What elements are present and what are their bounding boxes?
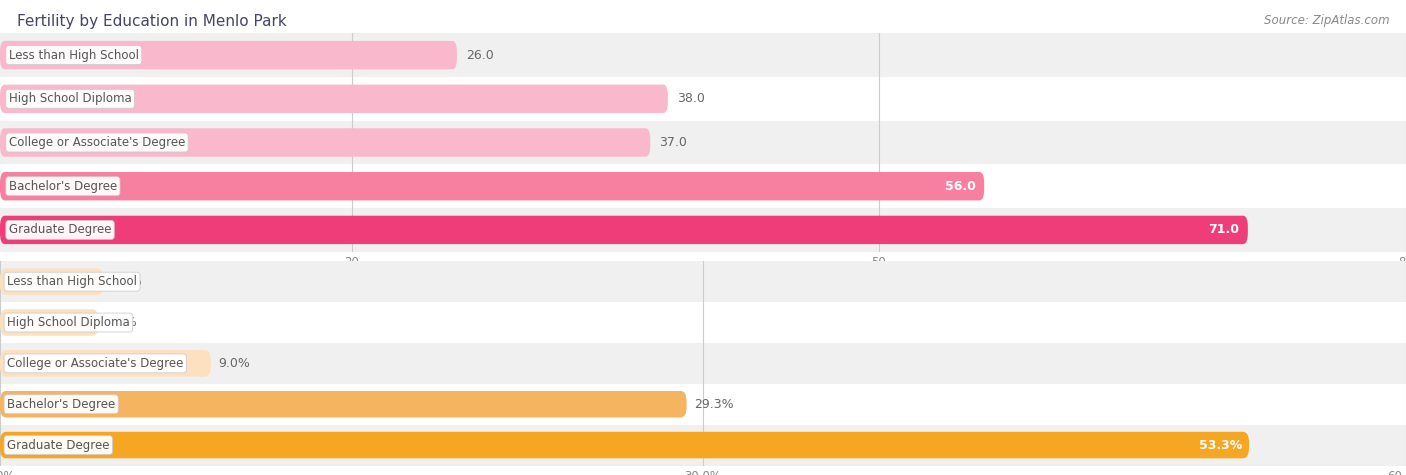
FancyBboxPatch shape: [0, 391, 686, 418]
Bar: [0, 121, 1406, 164]
Text: 29.3%: 29.3%: [693, 398, 734, 411]
Text: 71.0: 71.0: [1208, 223, 1239, 237]
FancyBboxPatch shape: [0, 172, 984, 200]
FancyBboxPatch shape: [0, 309, 98, 336]
Bar: [0, 302, 1406, 343]
Bar: [0, 208, 1406, 252]
Text: 37.0: 37.0: [659, 136, 688, 149]
FancyBboxPatch shape: [0, 268, 103, 295]
Text: Less than High School: Less than High School: [7, 275, 136, 288]
Bar: [0, 77, 1406, 121]
Text: 53.3%: 53.3%: [1199, 438, 1241, 452]
Bar: [0, 164, 1406, 208]
FancyBboxPatch shape: [0, 432, 1249, 458]
FancyBboxPatch shape: [0, 216, 1249, 244]
FancyBboxPatch shape: [0, 350, 211, 377]
FancyBboxPatch shape: [0, 85, 668, 113]
FancyBboxPatch shape: [0, 128, 650, 157]
Text: 56.0: 56.0: [945, 180, 976, 193]
Text: College or Associate's Degree: College or Associate's Degree: [7, 357, 183, 370]
Text: 38.0: 38.0: [676, 92, 704, 105]
Bar: [0, 425, 1406, 466]
Text: 9.0%: 9.0%: [218, 357, 250, 370]
Text: Source: ZipAtlas.com: Source: ZipAtlas.com: [1264, 14, 1389, 27]
Bar: [0, 33, 1406, 77]
Text: High School Diploma: High School Diploma: [7, 316, 129, 329]
Text: Graduate Degree: Graduate Degree: [8, 223, 111, 237]
Bar: [0, 384, 1406, 425]
Text: College or Associate's Degree: College or Associate's Degree: [8, 136, 186, 149]
Text: Bachelor's Degree: Bachelor's Degree: [7, 398, 115, 411]
Bar: [0, 343, 1406, 384]
Text: 26.0: 26.0: [465, 48, 494, 62]
Bar: [0, 261, 1406, 302]
Text: 4.2%: 4.2%: [105, 316, 138, 329]
FancyBboxPatch shape: [0, 41, 457, 69]
Text: 4.4%: 4.4%: [110, 275, 142, 288]
Text: Bachelor's Degree: Bachelor's Degree: [8, 180, 117, 193]
Text: High School Diploma: High School Diploma: [8, 92, 132, 105]
Text: Graduate Degree: Graduate Degree: [7, 438, 110, 452]
Text: Less than High School: Less than High School: [8, 48, 139, 62]
Text: Fertility by Education in Menlo Park: Fertility by Education in Menlo Park: [17, 14, 287, 29]
